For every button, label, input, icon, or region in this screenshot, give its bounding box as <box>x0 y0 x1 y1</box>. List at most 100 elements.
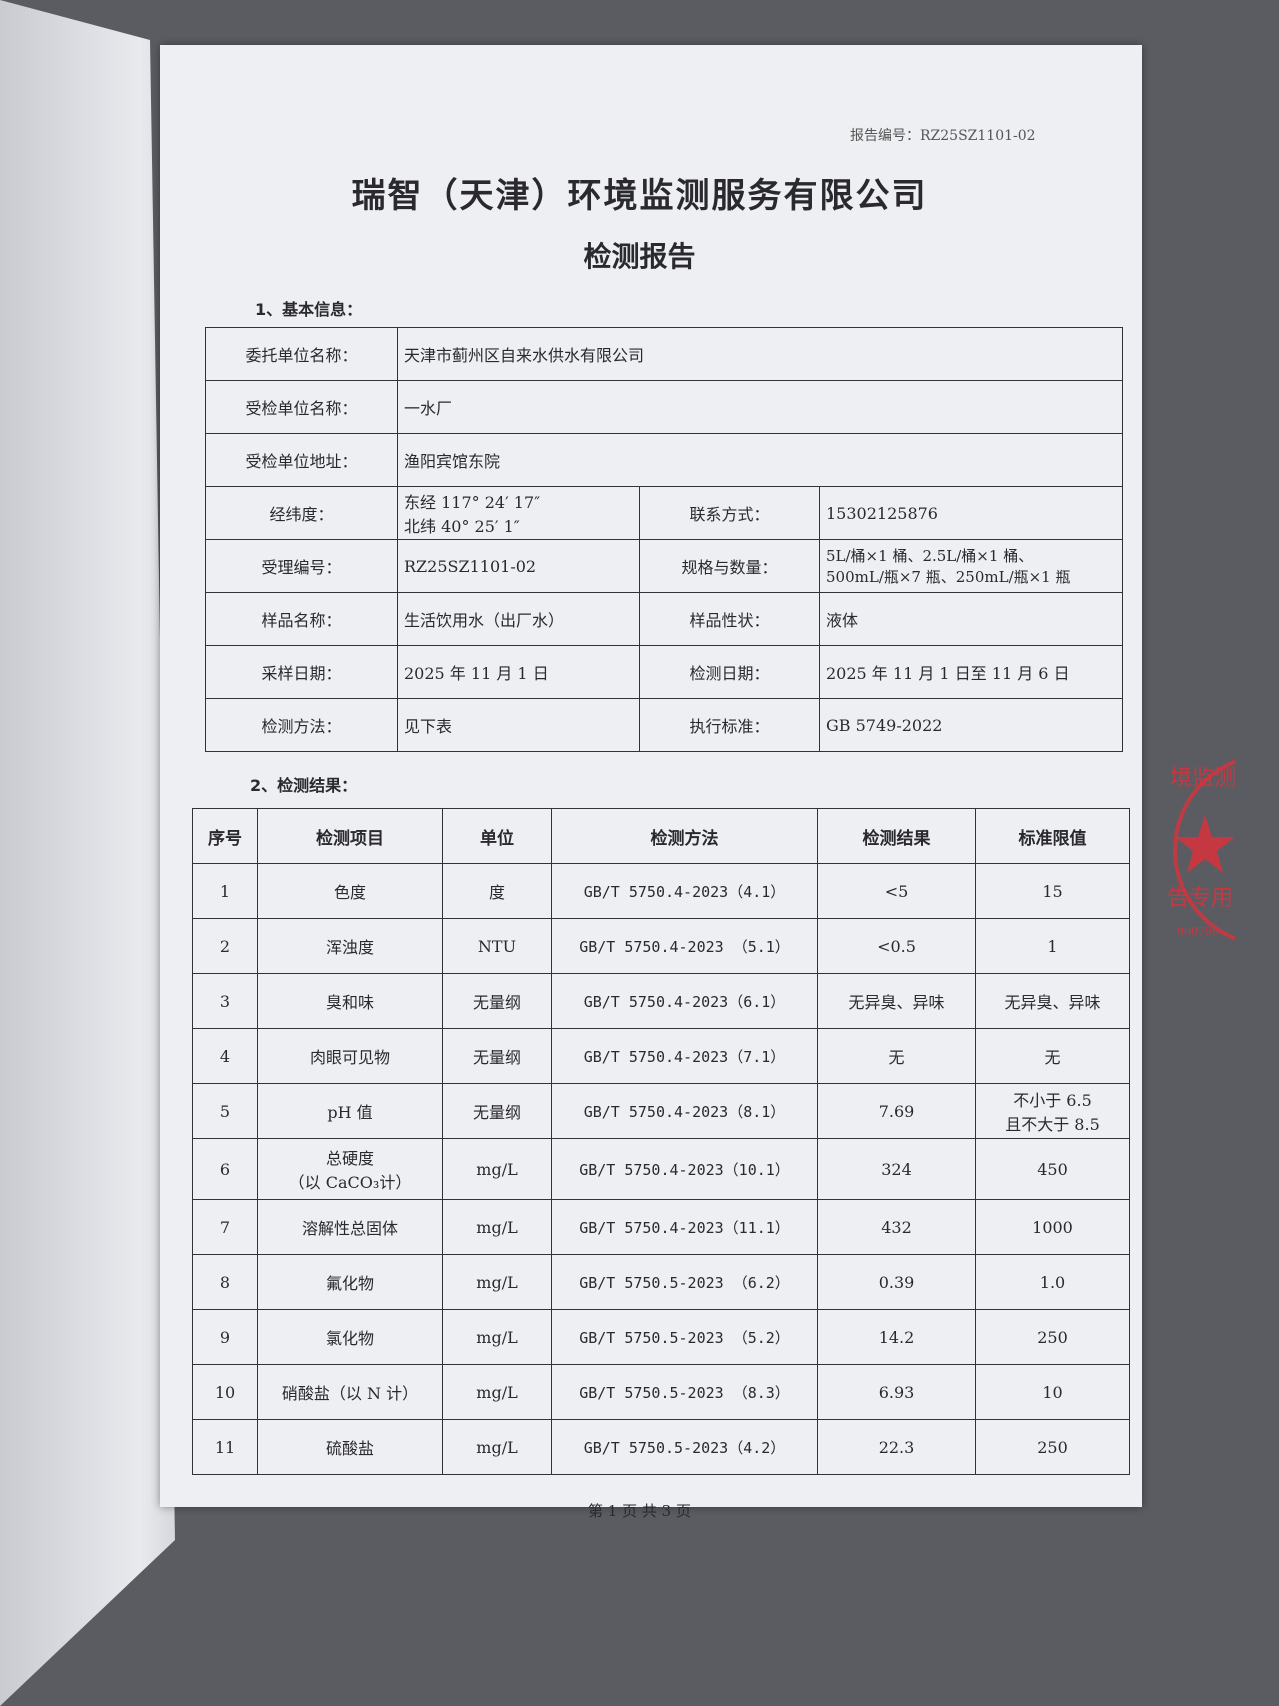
contact-value: 15302125876 <box>819 486 1123 540</box>
stamp-number: 900799 <box>1177 925 1219 938</box>
results-cell: 肉眼可见物 <box>257 1028 443 1084</box>
contact-label: 联系方式： <box>639 486 820 540</box>
results-cell: 1 <box>975 918 1130 974</box>
results-cell: 450 <box>975 1138 1130 1200</box>
test-date-label: 检测日期： <box>639 645 820 699</box>
acceptance-label: 受理编号： <box>205 539 398 593</box>
stamp-text-top: 境监测 <box>1170 766 1235 791</box>
table-row: 3 臭和味 无量纲 GB/T 5750.4-2023（6.1） 无异臭、异味 无异臭、异味 <box>192 973 1130 1029</box>
results-cell: 10 <box>192 1364 258 1420</box>
standard-value: GB 5749-2022 <box>819 698 1123 752</box>
results-cell: 溶解性总固体 <box>257 1199 443 1255</box>
sampling-date-label: 采样日期： <box>205 645 398 699</box>
results-cell: 15 <box>975 863 1130 919</box>
page-footer: 第 1 页 共 3 页 <box>588 1502 691 1520</box>
results-cell: 5 <box>192 1083 258 1139</box>
results-cell: 2 <box>192 918 258 974</box>
results-cell: 7.69 <box>817 1083 976 1139</box>
table-row: 4 肉眼可见物 无量纲 GB/T 5750.4-2023（7.1）无无 <box>192 1028 1130 1084</box>
results-cell: 1 <box>192 863 258 919</box>
latitude: 北纬 40° 25′ 1″ <box>404 517 520 536</box>
results-cell: 臭和味 <box>257 973 443 1029</box>
report-number: 报告编号：RZ25SZ1101-02 <box>850 128 1036 144</box>
address-label: 受检单位地址： <box>205 433 398 487</box>
results-cell: GB/T 5750.4-2023（10.1） <box>551 1138 818 1200</box>
client-label: 委托单位名称： <box>205 327 398 381</box>
method-label: 检测方法： <box>205 698 398 752</box>
official-stamp: 境监测 告专用 900799 <box>1167 759 1235 941</box>
test-date-value: 2025 年 11 月 1 日至 11 月 6 日 <box>819 645 1123 699</box>
spec-line-1: 5L/桶×1 桶、2.5L/桶×1 桶、 <box>826 547 1034 565</box>
results-cell: 4 <box>192 1028 258 1084</box>
table-row: 7 溶解性总固体 mg/L GB/T 5750.4-2023（11.1） 432 1000 <box>192 1199 1130 1255</box>
spec-label: 规格与数量： <box>639 539 820 593</box>
results-cell: 氯化物 <box>257 1309 443 1365</box>
results-cell: 浑浊度 <box>257 918 443 974</box>
results-cell: 6.93 <box>817 1364 976 1420</box>
results-cell: GB/T 5750.4-2023（7.1） <box>551 1028 818 1084</box>
results-cell: mg/L <box>442 1254 552 1310</box>
results-cell: GB/T 5750.5-2023 （6.2） <box>551 1254 818 1310</box>
results-cell: 无 <box>975 1028 1130 1084</box>
table-row: 5 pH 值无量纲 GB/T 5750.4-2023（8.1） 7.69 不小于 6.5… <box>192 1083 1130 1139</box>
results-header-cell: 序号 <box>192 808 258 864</box>
inspected-label: 受检单位名称： <box>205 380 398 434</box>
results-header-cell: 检测结果 <box>817 808 976 864</box>
results-cell: 无 <box>817 1028 976 1084</box>
acceptance-value: RZ25SZ1101-02 <box>397 539 640 593</box>
method-value: 见下表 <box>397 698 640 752</box>
results-header-cell: 检测项目 <box>257 808 443 864</box>
sample-label: 样品名称： <box>205 592 398 646</box>
results-cell: 不小于 6.5 且不大于 8.5 <box>975 1083 1130 1139</box>
company-name: 瑞智（天津）环境监测服务有限公司 <box>351 176 928 216</box>
results-cell: mg/L <box>442 1199 552 1255</box>
results-cell: GB/T 5750.4-2023（6.1） <box>551 973 818 1029</box>
results-cell: 1.0 <box>975 1254 1130 1310</box>
longitude: 东经 117° 24′ 17″ <box>404 493 541 512</box>
results-header-cell: 检测方法 <box>551 808 818 864</box>
results-cell: 3 <box>192 973 258 1029</box>
results-cell: 无异臭、异味 <box>817 973 976 1029</box>
table-row: 8 氟化物 mg/L GB/T 5750.5-2023 （6.2） 0.39 1.0 <box>192 1254 1130 1310</box>
section-results: 2、检测结果： <box>250 776 358 795</box>
results-header-cell: 标准限值 <box>975 808 1130 864</box>
results-cell: GB/T 5750.5-2023 （5.2） <box>551 1309 818 1365</box>
sampling-date-value: 2025 年 11 月 1 日 <box>397 645 640 699</box>
results-cell: mg/L <box>442 1138 552 1200</box>
results-cell: 0.39 <box>817 1254 976 1310</box>
table-row: 2 浑浊度 NTU GB/T 5750.4-2023 （5.1） <0.5 1 <box>192 918 1130 974</box>
results-cell: <0.5 <box>817 918 976 974</box>
results-cell: 14.2 <box>817 1309 976 1365</box>
results-cell: 无量纲 <box>442 973 552 1029</box>
client-value: 天津市蓟州区自来水供水有限公司 <box>397 327 1123 381</box>
results-cell: 无量纲 <box>442 1083 552 1139</box>
results-cell: <5 <box>817 863 976 919</box>
coords-value: 东经 117° 24′ 17″ 北纬 40° 25′ 1″ <box>397 486 640 540</box>
stamp-star-icon <box>1175 815 1235 873</box>
section-basic-info: 1、基本信息： <box>255 300 363 319</box>
results-cell: 度 <box>442 863 552 919</box>
results-cell: 7 <box>192 1199 258 1255</box>
results-cell: 250 <box>975 1309 1130 1365</box>
results-cell: mg/L <box>442 1419 552 1475</box>
results-cell: GB/T 5750.4-2023 （5.1） <box>551 918 818 974</box>
results-cell: 氟化物 <box>257 1254 443 1310</box>
coords-label: 经纬度： <box>205 486 398 540</box>
results-cell: GB/T 5750.5-2023（4.2） <box>551 1419 818 1475</box>
spec-line-2: 500mL/瓶×7 瓶、250mL/瓶×1 瓶 <box>826 568 1071 586</box>
sample-value: 生活饮用水（出厂水） <box>397 592 640 646</box>
table-row: 1 色度度 GB/T 5750.4-2023（4.1） <5 15 <box>192 863 1130 919</box>
results-cell: 9 <box>192 1309 258 1365</box>
results-cell: 432 <box>817 1199 976 1255</box>
state-label: 样品性状： <box>639 592 820 646</box>
document-title: 检测报告 <box>583 240 696 273</box>
results-cell: NTU <box>442 918 552 974</box>
results-cell: 无异臭、异味 <box>975 973 1130 1029</box>
results-cell: 1000 <box>975 1199 1130 1255</box>
table-row: 6 总硬度 （以 CaCO₃计） mg/L GB/T 5750.4-2023（10.1… <box>192 1138 1130 1200</box>
state-value: 液体 <box>819 592 1123 646</box>
results-cell: 324 <box>817 1138 976 1200</box>
results-cell: 无量纲 <box>442 1028 552 1084</box>
table-row: 11 硫酸盐 mg/L GB/T 5750.5-2023（4.2） 22.3 250 <box>192 1419 1130 1475</box>
results-cell: 8 <box>192 1254 258 1310</box>
